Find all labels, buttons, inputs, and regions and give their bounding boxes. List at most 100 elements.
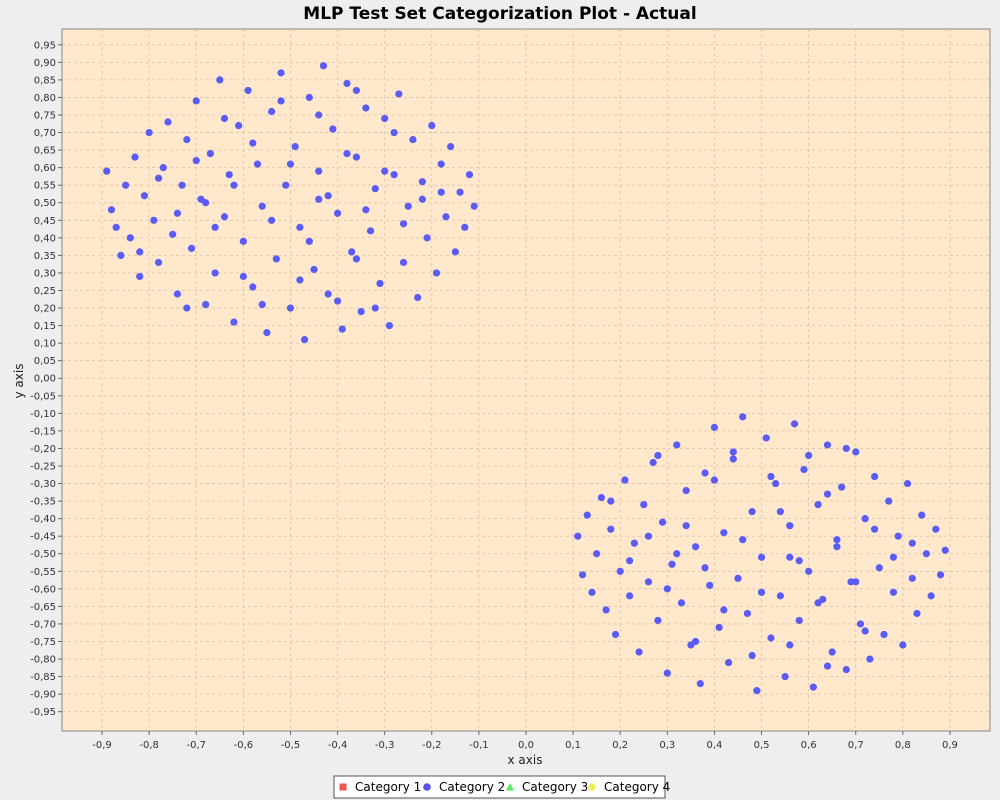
data-point bbox=[673, 550, 681, 558]
y-tick-label: -0,55 bbox=[30, 567, 56, 578]
data-point bbox=[390, 171, 398, 179]
data-point bbox=[253, 160, 262, 168]
data-point bbox=[286, 160, 295, 168]
data-point bbox=[352, 255, 361, 263]
data-point bbox=[861, 627, 869, 635]
y-tick-label: -0,40 bbox=[30, 514, 56, 525]
data-point bbox=[324, 192, 332, 200]
data-point bbox=[823, 441, 832, 449]
y-tick-label: 0,50 bbox=[34, 198, 56, 209]
y-tick-label: 0,25 bbox=[34, 286, 56, 297]
data-point bbox=[216, 76, 224, 84]
scatter-points bbox=[103, 62, 949, 695]
data-point bbox=[621, 476, 629, 484]
data-point bbox=[616, 567, 624, 575]
data-point bbox=[786, 641, 794, 649]
data-point bbox=[800, 465, 808, 474]
data-point bbox=[772, 479, 780, 488]
data-point bbox=[753, 687, 761, 695]
y-tick-label: 0,75 bbox=[34, 110, 56, 121]
data-point bbox=[578, 571, 587, 579]
legend-label: Category 3 bbox=[522, 780, 588, 794]
data-point bbox=[183, 135, 191, 144]
data-point bbox=[814, 599, 822, 607]
data-point bbox=[140, 192, 149, 200]
data-point bbox=[786, 522, 794, 530]
data-point bbox=[300, 336, 309, 344]
data-point bbox=[117, 251, 125, 259]
data-point bbox=[272, 255, 280, 263]
data-point bbox=[173, 290, 182, 298]
x-tick-label: 0,0 bbox=[518, 740, 534, 751]
data-point bbox=[607, 525, 615, 533]
data-point bbox=[187, 244, 196, 252]
data-point bbox=[729, 448, 737, 456]
data-point bbox=[437, 160, 445, 168]
legend-marker-circle bbox=[423, 783, 431, 791]
data-point bbox=[786, 553, 794, 561]
y-tick-label: 0,70 bbox=[34, 128, 56, 139]
data-point bbox=[258, 202, 266, 210]
data-point bbox=[136, 272, 144, 281]
x-tick-label: 0,4 bbox=[706, 740, 722, 751]
data-point bbox=[461, 223, 469, 231]
legend-marker-triangle bbox=[506, 783, 514, 791]
data-point bbox=[720, 529, 728, 537]
data-point bbox=[268, 216, 276, 224]
y-tick-label: 0,80 bbox=[34, 93, 56, 104]
data-point bbox=[602, 606, 610, 614]
y-tick-label: 0,90 bbox=[34, 58, 56, 69]
data-point bbox=[178, 181, 186, 189]
data-point bbox=[202, 300, 210, 309]
data-point bbox=[574, 532, 582, 540]
data-point bbox=[870, 472, 879, 481]
data-point bbox=[465, 171, 474, 179]
data-point bbox=[211, 269, 219, 277]
data-point bbox=[682, 486, 690, 495]
data-point bbox=[470, 202, 478, 210]
data-point bbox=[856, 620, 865, 628]
data-point bbox=[795, 557, 803, 565]
data-point bbox=[781, 672, 789, 681]
x-tick-label: -0,3 bbox=[375, 740, 395, 751]
y-tick-label: -0,15 bbox=[30, 426, 56, 437]
y-tick-label: -0,65 bbox=[30, 602, 56, 613]
data-point bbox=[366, 227, 375, 235]
y-tick-label: 0,10 bbox=[34, 339, 56, 350]
data-point bbox=[333, 297, 342, 305]
data-point bbox=[404, 202, 412, 210]
data-point bbox=[371, 185, 379, 193]
data-point bbox=[607, 497, 615, 505]
y-tick-label: 0,40 bbox=[34, 233, 56, 244]
chart-title: MLP Test Set Categorization Plot - Actua… bbox=[303, 4, 696, 24]
data-point bbox=[112, 223, 120, 231]
data-point bbox=[710, 423, 719, 431]
data-point bbox=[748, 651, 756, 660]
data-point bbox=[805, 567, 813, 575]
legend-label: Category 2 bbox=[439, 780, 505, 794]
data-point bbox=[343, 79, 351, 88]
data-point bbox=[390, 128, 398, 137]
data-point bbox=[588, 588, 596, 596]
data-point bbox=[908, 539, 916, 547]
data-point bbox=[597, 493, 605, 502]
x-tick-label: -0,9 bbox=[92, 740, 112, 751]
data-point bbox=[333, 209, 342, 217]
data-point bbox=[870, 525, 879, 533]
data-point bbox=[885, 497, 893, 505]
x-tick-label: 0,5 bbox=[754, 740, 770, 751]
data-point bbox=[748, 508, 756, 516]
y-tick-label: -0,50 bbox=[30, 549, 56, 560]
data-point bbox=[757, 588, 766, 596]
data-point bbox=[795, 616, 803, 625]
data-point bbox=[663, 669, 671, 677]
y-tick-label: -0,60 bbox=[30, 584, 56, 595]
data-point bbox=[183, 304, 191, 312]
x-tick-label: 0,6 bbox=[801, 740, 817, 751]
data-point bbox=[121, 181, 130, 189]
data-point bbox=[583, 511, 591, 519]
legend-box bbox=[333, 775, 666, 799]
data-point bbox=[936, 571, 945, 579]
data-point bbox=[343, 150, 351, 158]
data-point bbox=[805, 451, 813, 460]
